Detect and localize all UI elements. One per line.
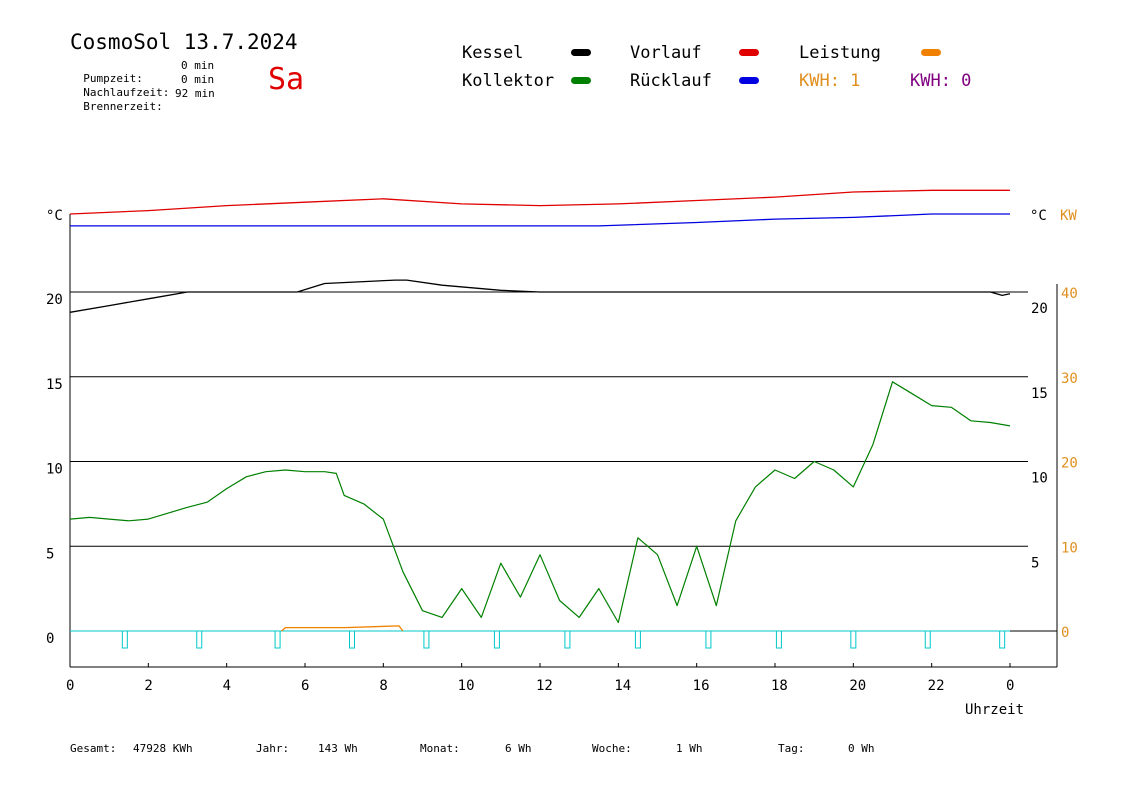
pump-marker — [999, 630, 1006, 649]
y-tick-label-right: 10 — [1031, 471, 1048, 487]
x-tick-label: 14 — [614, 678, 631, 694]
kw-tick-label: 20 — [1061, 456, 1078, 472]
page-title: CosmoSol 13.7.2024 — [70, 30, 298, 54]
pump-marker — [924, 630, 931, 649]
pump-marker — [196, 630, 203, 649]
series-ruecklauf — [70, 213, 1010, 227]
pump-marker — [775, 630, 782, 649]
y-unit-right: °C — [1030, 208, 1047, 224]
pump-marker — [423, 630, 430, 649]
kw-unit: KW — [1060, 208, 1077, 224]
stat-pumpzeit: Pumpzeit: — [70, 59, 143, 85]
y-tick-label-right: 15 — [1031, 386, 1048, 402]
footer-gesamt-value: 47928 KWh — [133, 742, 193, 755]
footer-jahr-value: 143 Wh — [318, 742, 358, 755]
stat-value: 92 min — [175, 87, 215, 100]
footer-woche-value: 1 Wh — [676, 742, 703, 755]
y-tick-label-right: 5 — [1031, 555, 1039, 571]
y-tick-label-left: 5 — [46, 546, 54, 562]
series-kessel — [69, 279, 1011, 313]
footer-monat-label: Monat: — [420, 742, 460, 755]
legend-kessel-label: Kessel — [462, 43, 524, 63]
x-tick-label: 10 — [458, 678, 475, 694]
y-tick-label-left: 10 — [46, 462, 63, 478]
footer-tag-value: 0 Wh — [848, 742, 875, 755]
pump-marker — [493, 630, 500, 649]
stat-value: 0 min — [181, 73, 215, 86]
pump-marker — [634, 630, 641, 649]
footer-monat-value: 6 Wh — [505, 742, 532, 755]
x-tick-label: 18 — [771, 678, 788, 694]
stat-label: Nachlaufzeit: — [83, 86, 170, 99]
legend-leistung-label: Leistung — [799, 43, 881, 63]
footer-gesamt-label: Gesamt: — [70, 742, 117, 755]
y-tick-label-left: 20 — [46, 292, 63, 308]
pump-marker — [564, 630, 571, 649]
footer-jahr-label: Jahr: — [256, 742, 290, 755]
legend-ruecklauf-swatch — [739, 77, 759, 84]
legend-vorlauf-label: Vorlauf — [630, 43, 702, 63]
pump-marker — [850, 630, 857, 649]
kwh-value-2: KWH: 0 — [910, 71, 972, 91]
y-tick-label-right: 20 — [1031, 301, 1048, 317]
stat-label: Brennerzeit: — [83, 100, 163, 113]
legend-ruecklauf-label: Rücklauf — [630, 71, 712, 91]
kw-tick-label: 30 — [1061, 371, 1078, 387]
kw-tick-label: 40 — [1061, 286, 1078, 302]
stat-value: 0 min — [181, 59, 215, 72]
y-unit-left: °C — [46, 208, 63, 224]
x-tick-label: 22 — [928, 678, 945, 694]
x-tick-label: 8 — [379, 678, 387, 694]
x-tick-label: 12 — [536, 678, 553, 694]
series-kollektor — [69, 381, 1011, 624]
pump-marker — [121, 630, 128, 649]
x-tick-label: 6 — [301, 678, 309, 694]
legend-vorlauf-swatch — [739, 49, 759, 56]
pump-marker — [705, 630, 712, 649]
legend-kollektor-label: Kollektor — [462, 71, 555, 91]
x-tick-label: 2 — [144, 678, 152, 694]
legend-kollektor-swatch — [571, 77, 591, 84]
y-tick-label-left: 15 — [46, 377, 63, 393]
x-tick-label: 0 — [66, 678, 74, 694]
legend-leistung-swatch — [921, 49, 941, 56]
pump-marker — [349, 630, 355, 649]
x-tick-label: 0 — [1006, 678, 1014, 694]
series-vorlauf — [69, 189, 1010, 215]
weekday-label: Sa — [268, 62, 305, 97]
footer-woche-label: Woche: — [592, 742, 632, 755]
x-tick-label: 16 — [693, 678, 710, 694]
x-tick-label: 20 — [849, 678, 866, 694]
stat-brennerzeit: Brennerzeit: — [70, 87, 163, 113]
x-axis-label: Uhrzeit — [965, 702, 1024, 718]
kw-tick-label: 10 — [1061, 540, 1078, 556]
stat-label: Pumpzeit: — [83, 72, 143, 85]
stat-nachlaufzeit: Nachlaufzeit: — [70, 73, 169, 99]
x-tick-label: 4 — [223, 678, 231, 694]
legend-kessel-swatch — [571, 49, 591, 56]
series-leistung — [281, 625, 404, 632]
y-tick-label-left: 0 — [46, 631, 54, 647]
kwh-value-1: KWH: 1 — [799, 71, 861, 91]
pump-marker — [274, 630, 281, 649]
kw-tick-label: 0 — [1061, 625, 1069, 641]
footer-tag-label: Tag: — [778, 742, 805, 755]
